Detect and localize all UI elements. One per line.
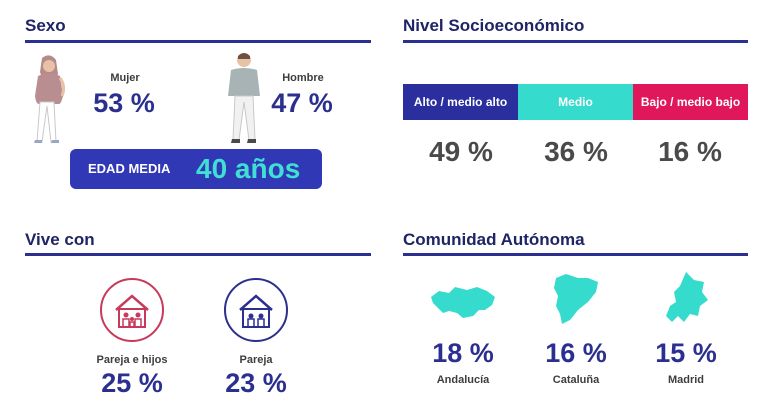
pareja-label: Pareja xyxy=(239,354,273,366)
andalucia-label: Andalucía xyxy=(436,374,490,386)
andalucia-value: 18 % xyxy=(432,338,494,368)
woman-icon xyxy=(28,54,72,146)
mujer-label: Mujer xyxy=(110,72,140,84)
hombre-value: 47 % xyxy=(271,88,333,118)
madrid-value: 15 % xyxy=(655,338,717,368)
andalucia-map-icon xyxy=(428,283,498,325)
pareja-hijos-label: Pareja e hijos xyxy=(96,354,168,366)
madrid-label: Madrid xyxy=(667,374,705,386)
cataluna-label: Cataluña xyxy=(552,374,600,386)
nse-segment-medio: Medio xyxy=(518,84,633,120)
edad-media-box: EDAD MEDIA 40 años xyxy=(70,149,322,189)
nse-title: Nivel Socioeconómico xyxy=(403,16,585,35)
cataluna-map-icon xyxy=(552,272,600,328)
sexo-divider xyxy=(25,40,371,43)
nse-divider xyxy=(403,40,748,43)
edad-media-value: 40 años xyxy=(196,153,301,184)
mujer-value: 53 % xyxy=(93,88,155,118)
cataluna-value: 16 % xyxy=(545,338,607,368)
vive-divider xyxy=(25,253,371,256)
nse-segment-bajo: Bajo / medio bajo xyxy=(633,84,748,120)
madrid-map-icon xyxy=(660,270,712,328)
edad-media-label: EDAD MEDIA xyxy=(88,161,171,176)
comunidad-title: Comunidad Autónoma xyxy=(403,230,585,249)
nse-value-medio: 36 % xyxy=(544,136,608,167)
couple-house-icon xyxy=(224,278,288,342)
pareja-value: 23 % xyxy=(225,368,287,398)
comunidad-divider xyxy=(403,253,748,256)
nse-value-alto: 49 % xyxy=(429,136,493,167)
family-house-icon xyxy=(100,278,164,342)
nse-value-bajo: 16 % xyxy=(658,136,722,167)
man-icon xyxy=(224,52,264,146)
sexo-title: Sexo xyxy=(25,16,66,35)
pareja-hijos-value: 25 % xyxy=(101,368,163,398)
nse-segment-alto: Alto / medio alto xyxy=(403,84,518,120)
vive-title: Vive con xyxy=(25,230,95,249)
hombre-label: Hombre xyxy=(282,72,324,84)
